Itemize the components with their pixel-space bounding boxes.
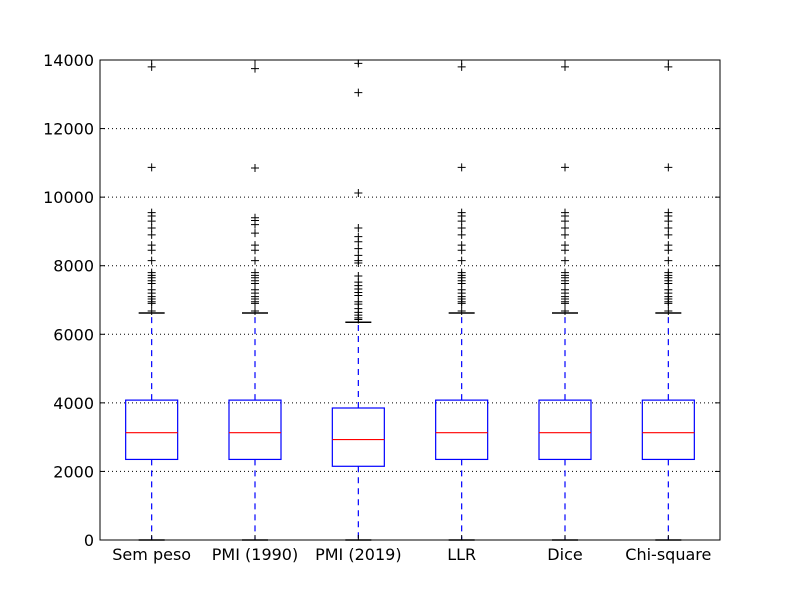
y-tick-label: 12000	[43, 120, 94, 139]
outlier-point	[457, 246, 466, 255]
outlier-point	[251, 306, 259, 315]
x-tick-label: Dice	[547, 545, 582, 564]
box-iqr	[125, 399, 179, 461]
x-tick-label: Sem peso	[112, 545, 191, 564]
box-5	[641, 62, 695, 541]
box-1	[228, 64, 282, 541]
y-tick-label: 8000	[53, 257, 94, 276]
outlier-point	[457, 224, 466, 232]
outlier-point	[664, 163, 673, 172]
y-tick-label: 4000	[53, 394, 94, 413]
box-iqr	[538, 399, 592, 461]
y-tick-label: 10000	[43, 188, 94, 207]
outlier-point	[664, 217, 673, 226]
box-3	[435, 62, 489, 541]
outlier-point	[147, 256, 156, 265]
outlier-point	[147, 306, 156, 315]
outlier-point	[561, 299, 569, 308]
outlier-point	[561, 230, 569, 239]
outlier-point	[354, 189, 363, 198]
outlier-point	[457, 163, 466, 172]
outlier-point	[147, 224, 156, 232]
outlier-point	[457, 299, 466, 308]
x-tick-label: PMI (2019)	[315, 545, 401, 564]
outlier-point	[664, 224, 673, 232]
y-tick-label: 0	[84, 531, 94, 550]
outlier-point	[561, 256, 569, 265]
x-tick-label: Chi-square	[625, 545, 711, 564]
outlier-point	[561, 306, 569, 315]
outlier-point	[664, 306, 673, 315]
outlier-point	[561, 224, 569, 232]
outlier-point	[251, 64, 259, 73]
outlier-point	[561, 217, 569, 226]
outlier-point	[457, 217, 466, 226]
outlier-point	[147, 299, 156, 308]
box-iqr	[641, 399, 695, 461]
outlier-point	[147, 163, 156, 172]
outlier-point	[251, 220, 259, 229]
outlier-point	[561, 163, 569, 172]
outlier-point	[664, 299, 673, 308]
outlier-point	[354, 88, 363, 97]
outlier-point	[354, 244, 363, 253]
outlier-point	[354, 224, 363, 232]
outlier-point	[664, 256, 673, 265]
x-tick-label: LLR	[447, 545, 476, 564]
box-iqr	[435, 399, 489, 461]
grid-lines	[100, 128, 720, 472]
outlier-point	[147, 230, 156, 239]
outlier-point	[251, 164, 259, 172]
outlier-point	[147, 246, 156, 255]
outlier-point	[664, 230, 673, 239]
outlier-point	[457, 230, 466, 239]
box-2	[331, 59, 385, 541]
box-0	[125, 62, 179, 541]
box-iqr	[331, 407, 385, 467]
outlier-point	[251, 299, 259, 308]
outlier-point	[457, 306, 466, 315]
outlier-point	[251, 246, 259, 255]
y-tick-label: 6000	[53, 325, 94, 344]
outlier-point	[664, 246, 673, 255]
outlier-point	[251, 256, 259, 265]
y-axis: 0 2000 4000 6000 8000 10000 12000 14000	[43, 51, 720, 550]
plot-frame	[99, 59, 721, 541]
x-tick-label: PMI (1990)	[212, 545, 298, 564]
box-4	[538, 62, 592, 541]
outlier-point	[354, 237, 363, 246]
outlier-point	[354, 258, 363, 267]
outlier-point	[251, 229, 259, 238]
outlier-point	[147, 217, 156, 226]
box-series	[125, 59, 695, 541]
box-iqr	[228, 399, 282, 461]
outlier-point	[561, 246, 569, 255]
x-axis: Sem peso PMI (1990) PMI (2019) LLR Dice Chi-s…	[112, 60, 711, 564]
y-tick-label: 14000	[43, 51, 94, 70]
outlier-point	[457, 256, 466, 265]
outlier-point	[354, 315, 363, 324]
y-tick-label: 2000	[53, 462, 94, 481]
